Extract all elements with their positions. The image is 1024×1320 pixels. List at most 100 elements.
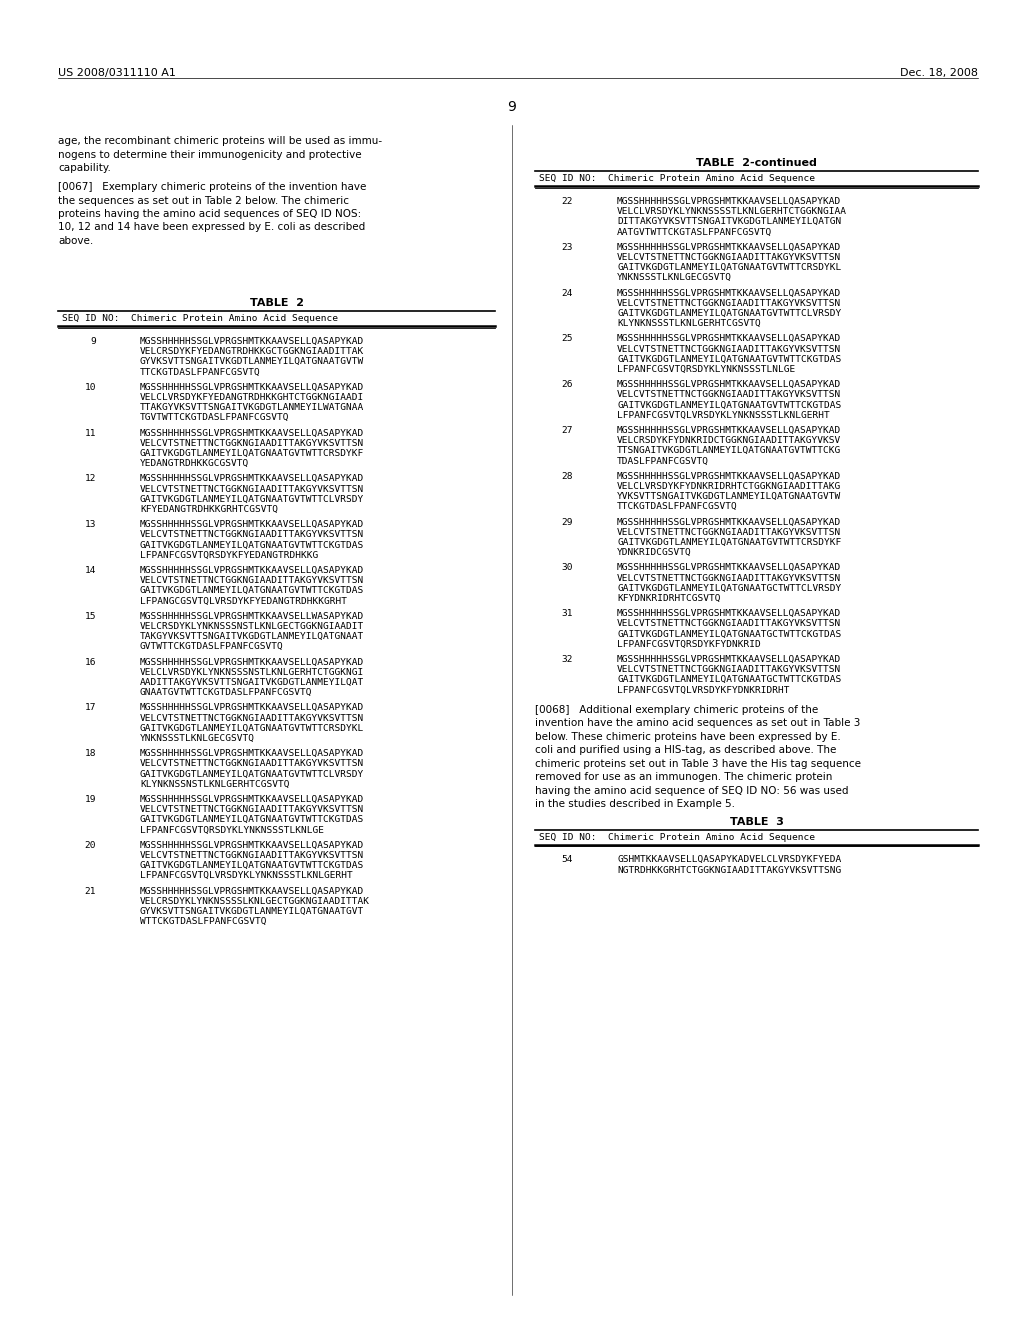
Text: GAITVKGDGTLANMEYILQATGNAATGVTWTTCKGTDAS: GAITVKGDGTLANMEYILQATGNAATGVTWTTCKGTDAS	[617, 355, 842, 364]
Text: MGSSHHHHHSSGLVPRGSHMTKKAAVSELLQASAPYKAD: MGSSHHHHHSSGLVPRGSHMTKKAAVSELLQASAPYKAD	[617, 471, 842, 480]
Text: 16: 16	[85, 657, 96, 667]
Text: 54: 54	[561, 855, 573, 865]
Text: 11: 11	[85, 429, 96, 438]
Text: TABLE  2: TABLE 2	[250, 298, 303, 308]
Text: GAITVKGDGTLANMEYILQATGNAATGVTWTTCKGTDAS: GAITVKGDGTLANMEYILQATGNAATGVTWTTCKGTDAS	[140, 816, 365, 825]
Text: Dec. 18, 2008: Dec. 18, 2008	[900, 69, 978, 78]
Text: 21: 21	[85, 887, 96, 895]
Text: below. These chimeric proteins have been expressed by E.: below. These chimeric proteins have been…	[535, 731, 841, 742]
Text: LFPANFCGSVTQLVRSDYKFYDNKRIDRHT: LFPANFCGSVTQLVRSDYKFYDNKRIDRHT	[617, 685, 790, 694]
Text: VELCLVRSDYKFYEDANGTRDHKKGHTCTGGKNGIAADI: VELCLVRSDYKFYEDANGTRDHKKGHTCTGGKNGIAADI	[140, 393, 365, 403]
Text: MGSSHHHHHSSGLVPRGSHMTKKAAVSELLQASAPYKAD: MGSSHHHHHSSGLVPRGSHMTKKAAVSELLQASAPYKAD	[140, 566, 365, 576]
Text: 28: 28	[561, 471, 573, 480]
Text: VELCRSDYKFYEDANGTRDHKKGCTGGKNGIAADITTAK: VELCRSDYKFYEDANGTRDHKKGCTGGKNGIAADITTAK	[140, 347, 365, 356]
Text: YNKNSSSTLKNLGECGSVTQ: YNKNSSSTLKNLGECGSVTQ	[140, 734, 255, 743]
Text: capability.: capability.	[58, 162, 111, 173]
Text: KLYNKNSSNSTLKNLGERHTCGSVTQ: KLYNKNSSNSTLKNLGERHTCGSVTQ	[140, 780, 290, 789]
Text: 23: 23	[561, 243, 573, 252]
Text: MGSSHHHHHSSGLVPRGSHMTKKAAVSELLQASAPYKAD: MGSSHHHHHSSGLVPRGSHMTKKAAVSELLQASAPYKAD	[617, 655, 842, 664]
Text: VELCRSDYKLYNKNSSSSLKNLGECTGGKNGIAADITTAK: VELCRSDYKLYNKNSSSSLKNLGECTGGKNGIAADITTAK	[140, 896, 370, 906]
Text: TTCKGTDASLFPANFCGSVTQ: TTCKGTDASLFPANFCGSVTQ	[140, 367, 261, 376]
Text: above.: above.	[58, 236, 93, 246]
Text: 19: 19	[85, 795, 96, 804]
Text: KFYDNKRIDRHTCGSVTQ: KFYDNKRIDRHTCGSVTQ	[617, 594, 721, 603]
Text: in the studies described in Example 5.: in the studies described in Example 5.	[535, 800, 735, 809]
Text: 24: 24	[561, 289, 573, 297]
Text: VELCRSDYKFYDNKRIDCTGGKNGIAADITTAKGYVKSV: VELCRSDYKFYDNKRIDCTGGKNGIAADITTAKGYVKSV	[617, 436, 842, 445]
Text: MGSSHHHHHSSGLVPRGSHMTKKAAVSELLQASAPYKAD: MGSSHHHHHSSGLVPRGSHMTKKAAVSELLQASAPYKAD	[617, 610, 842, 618]
Text: 18: 18	[85, 750, 96, 758]
Text: MGSSHHHHHSSGLVPRGSHMTKKAAVSELLQASAPYKAD: MGSSHHHHHSSGLVPRGSHMTKKAAVSELLQASAPYKAD	[140, 750, 365, 758]
Text: TTSNGAITVKGDGTLANMEYILQATGNAATGVTWTTCKG: TTSNGAITVKGDGTLANMEYILQATGNAATGVTWTTCKG	[617, 446, 842, 455]
Text: YEDANGTRDHKKGCGSVTQ: YEDANGTRDHKKGCGSVTQ	[140, 459, 249, 469]
Text: GAITVKGDGTLANMEYILQATGNAATGVTWTTCKGTDAS: GAITVKGDGTLANMEYILQATGNAATGVTWTTCKGTDAS	[140, 541, 365, 549]
Text: LFPANFCGSVTQRSDYKFYDNKRID: LFPANFCGSVTQRSDYKFYDNKRID	[617, 640, 761, 649]
Text: AADITTAKGYVKSVTTSNGAITVKGDGTLANMEYILQAT: AADITTAKGYVKSVTTSNGAITVKGDGTLANMEYILQAT	[140, 678, 365, 686]
Text: MGSSHHHHHSSGLVPRGSHMTKKAAVSELLQASAPYKAD: MGSSHHHHHSSGLVPRGSHMTKKAAVSELLQASAPYKAD	[617, 380, 842, 389]
Text: 15: 15	[85, 611, 96, 620]
Text: TAKGYVKSVTTSNGAITVKGDGTLANMEYILQATGNAAT: TAKGYVKSVTTSNGAITVKGDGTLANMEYILQATGNAAT	[140, 632, 365, 642]
Text: MGSSHHHHHSSGLVPRGSHMTKKAAVSELLQASAPYKAD: MGSSHHHHHSSGLVPRGSHMTKKAAVSELLQASAPYKAD	[617, 334, 842, 343]
Text: VELCVTSTNETTNCTGGKNGIAADITTAKGYVKSVTTSN: VELCVTSTNETTNCTGGKNGIAADITTAKGYVKSVTTSN	[140, 577, 365, 585]
Text: GAITVKGDGTLANMEYILQATGNAATGVTWTTCKGTDAS: GAITVKGDGTLANMEYILQATGNAATGVTWTTCKGTDAS	[140, 586, 365, 595]
Text: VELCVTSTNETTNCTGGKNGIAADITTAKGYVKSVTTSN: VELCVTSTNETTNCTGGKNGIAADITTAKGYVKSVTTSN	[140, 759, 365, 768]
Text: GNAATGVTWTTCKGTDASLFPANFCGSVTQ: GNAATGVTWTTCKGTDASLFPANFCGSVTQ	[140, 688, 312, 697]
Text: TDASLFPANFCGSVTQ: TDASLFPANFCGSVTQ	[617, 457, 709, 466]
Text: VELCVTSTNETTNCTGGKNGIAADITTAKGYVKSVTTSN: VELCVTSTNETTNCTGGKNGIAADITTAKGYVKSVTTSN	[140, 805, 365, 814]
Text: VELCLVRSDYKFYDNKRIDRHTCTGGKNGIAADITTAKG: VELCLVRSDYKFYDNKRIDRHTCTGGKNGIAADITTAKG	[617, 482, 842, 491]
Text: MGSSHHHHHSSGLVPRGSHMTKKAAVSELLQASAPYKAD: MGSSHHHHHSSGLVPRGSHMTKKAAVSELLQASAPYKAD	[140, 841, 365, 850]
Text: LFPANFCGSVTQRSDYKLYNKNSSSTLKNLGE: LFPANFCGSVTQRSDYKLYNKNSSSTLKNLGE	[140, 825, 324, 834]
Text: GAITVKGDGTLANMEYILQATGNAATGVTWTTCRSDYKL: GAITVKGDGTLANMEYILQATGNAATGVTWTTCRSDYKL	[140, 723, 365, 733]
Text: YVKSVTTSNGAITVKGDGTLANMEYILQATGNAATGVTW: YVKSVTTSNGAITVKGDGTLANMEYILQATGNAATGVTW	[617, 492, 842, 502]
Text: GAITVKGDGTLANMEYILQATGNAATGCTWTTCLVRSDY: GAITVKGDGTLANMEYILQATGNAATGCTWTTCLVRSDY	[617, 583, 842, 593]
Text: NGTRDHKKGRHTCTGGKNGIAADITTAKGYVKSVTTSNG: NGTRDHKKGRHTCTGGKNGIAADITTAKGYVKSVTTSNG	[617, 866, 842, 875]
Text: coli and purified using a HIS-tag, as described above. The: coli and purified using a HIS-tag, as de…	[535, 746, 837, 755]
Text: VELCVTSTNETTNCTGGKNGIAADITTAKGYVKSVTTSN: VELCVTSTNETTNCTGGKNGIAADITTAKGYVKSVTTSN	[617, 298, 842, 308]
Text: 17: 17	[85, 704, 96, 713]
Text: removed for use as an immunogen. The chimeric protein: removed for use as an immunogen. The chi…	[535, 772, 833, 783]
Text: SEQ ID NO:  Chimeric Protein Amino Acid Sequence: SEQ ID NO: Chimeric Protein Amino Acid S…	[62, 314, 338, 323]
Text: 30: 30	[561, 564, 573, 573]
Text: VELCVTSTNETTNCTGGKNGIAADITTAKGYVKSVTTSN: VELCVTSTNETTNCTGGKNGIAADITTAKGYVKSVTTSN	[140, 438, 365, 447]
Text: SEQ ID NO:  Chimeric Protein Amino Acid Sequence: SEQ ID NO: Chimeric Protein Amino Acid S…	[539, 833, 815, 842]
Text: 27: 27	[561, 426, 573, 436]
Text: 22: 22	[561, 197, 573, 206]
Text: LFPANFCGSVTQRSDYKFYEDANGTRDHKKG: LFPANFCGSVTQRSDYKFYEDANGTRDHKKG	[140, 550, 318, 560]
Text: GSHMTKKAAVSELLQASAPYKADVELCLVRSDYKFYEDA: GSHMTKKAAVSELLQASAPYKADVELCLVRSDYKFYEDA	[617, 855, 842, 865]
Text: YDNKRIDCGSVTQ: YDNKRIDCGSVTQ	[617, 548, 692, 557]
Text: MGSSHHHHHSSGLVPRGSHMTKKAAVSELLQASAPYKAD: MGSSHHHHHSSGLVPRGSHMTKKAAVSELLQASAPYKAD	[617, 197, 842, 206]
Text: GVTWTTCKGTDASLFPANFCGSVTQ: GVTWTTCKGTDASLFPANFCGSVTQ	[140, 643, 284, 651]
Text: GAITVKGDGTLANMEYILQATGNAATGVTWTTCRSDYKF: GAITVKGDGTLANMEYILQATGNAATGVTWTTCRSDYKF	[617, 539, 842, 546]
Text: chimeric proteins set out in Table 3 have the His tag sequence: chimeric proteins set out in Table 3 hav…	[535, 759, 861, 768]
Text: US 2008/0311110 A1: US 2008/0311110 A1	[58, 69, 176, 78]
Text: SEQ ID NO:  Chimeric Protein Amino Acid Sequence: SEQ ID NO: Chimeric Protein Amino Acid S…	[539, 174, 815, 183]
Text: GAITVKGDGTLANMEYILQATGNAATGVTWTTCRSDYKL: GAITVKGDGTLANMEYILQATGNAATGVTWTTCRSDYKL	[617, 263, 842, 272]
Text: GAITVKGDGTLANMEYILQATGNAATGVTWTTCLVRSDY: GAITVKGDGTLANMEYILQATGNAATGVTWTTCLVRSDY	[140, 495, 365, 504]
Text: MGSSHHHHHSSGLVPRGSHMTKKAAVSELLQASAPYKAD: MGSSHHHHHSSGLVPRGSHMTKKAAVSELLQASAPYKAD	[617, 517, 842, 527]
Text: VELCVTSTNETTNCTGGKNGIAADITTAKGYVKSVTTSN: VELCVTSTNETTNCTGGKNGIAADITTAKGYVKSVTTSN	[140, 851, 365, 861]
Text: TABLE  2-continued: TABLE 2-continued	[696, 158, 817, 168]
Text: the sequences as set out in Table 2 below. The chimeric: the sequences as set out in Table 2 belo…	[58, 195, 349, 206]
Text: age, the recombinant chimeric proteins will be used as immu-: age, the recombinant chimeric proteins w…	[58, 136, 382, 147]
Text: MGSSHHHHHSSGLVPRGSHMTKKAAVSELLQASAPYKAD: MGSSHHHHHSSGLVPRGSHMTKKAAVSELLQASAPYKAD	[140, 520, 365, 529]
Text: VELCVTSTNETTNCTGGKNGIAADITTAKGYVKSVTTSN: VELCVTSTNETTNCTGGKNGIAADITTAKGYVKSVTTSN	[140, 714, 365, 722]
Text: 26: 26	[561, 380, 573, 389]
Text: VELCVTSTNETTNCTGGKNGIAADITTAKGYVKSVTTSN: VELCVTSTNETTNCTGGKNGIAADITTAKGYVKSVTTSN	[140, 531, 365, 540]
Text: VELCVTSTNETTNCTGGKNGIAADITTAKGYVKSVTTSN: VELCVTSTNETTNCTGGKNGIAADITTAKGYVKSVTTSN	[617, 391, 842, 400]
Text: nogens to determine their immunogenicity and protective: nogens to determine their immunogenicity…	[58, 149, 361, 160]
Text: GAITVKGDGTLANMEYILQATGNAATGVTWTTCLVRSDY: GAITVKGDGTLANMEYILQATGNAATGVTWTTCLVRSDY	[140, 770, 365, 779]
Text: MGSSHHHHHSSGLVPRGSHMTKKAAVSELLQASAPYKAD: MGSSHHHHHSSGLVPRGSHMTKKAAVSELLQASAPYKAD	[617, 564, 842, 573]
Text: 31: 31	[561, 610, 573, 618]
Text: MGSSHHHHHSSGLVPRGSHMTKKAAVSELLQASAPYKAD: MGSSHHHHHSSGLVPRGSHMTKKAAVSELLQASAPYKAD	[140, 337, 365, 346]
Text: KFYEDANGTRDHKKGRHTCGSVTQ: KFYEDANGTRDHKKGRHTCGSVTQ	[140, 506, 278, 513]
Text: MGSSHHHHHSSGLVPRGSHMTKKAAVSELLWASAPYKAD: MGSSHHHHHSSGLVPRGSHMTKKAAVSELLWASAPYKAD	[140, 611, 365, 620]
Text: LFPANFCGSVTQRSDYKLYNKNSSSTLNLGE: LFPANFCGSVTQRSDYKLYNKNSSSTLNLGE	[617, 366, 796, 374]
Text: DITTAKGYVKSVTTSNGAITVKGDGTLANMEYILQATGN: DITTAKGYVKSVTTSNGAITVKGDGTLANMEYILQATGN	[617, 218, 842, 227]
Text: MGSSHHHHHSSGLVPRGSHMTKKAAVSELLQASAPYKAD: MGSSHHHHHSSGLVPRGSHMTKKAAVSELLQASAPYKAD	[140, 474, 365, 483]
Text: proteins having the amino acid sequences of SEQ ID NOS:: proteins having the amino acid sequences…	[58, 209, 361, 219]
Text: GAITVKGDGTLANMEYILQATGNAATGVTWTTCRSDYKF: GAITVKGDGTLANMEYILQATGNAATGVTWTTCRSDYKF	[140, 449, 365, 458]
Text: MGSSHHHHHSSGLVPRGSHMTKKAAVSELLQASAPYKAD: MGSSHHHHHSSGLVPRGSHMTKKAAVSELLQASAPYKAD	[140, 657, 365, 667]
Text: TABLE  3: TABLE 3	[729, 817, 783, 826]
Text: VELCVTSTNETTNCTGGKNGIAADITTAKGYVKSVTTSN: VELCVTSTNETTNCTGGKNGIAADITTAKGYVKSVTTSN	[617, 574, 842, 582]
Text: VELCVTSTNETTNCTGGKNGIAADITTAKGYVKSVTTSN: VELCVTSTNETTNCTGGKNGIAADITTAKGYVKSVTTSN	[617, 665, 842, 675]
